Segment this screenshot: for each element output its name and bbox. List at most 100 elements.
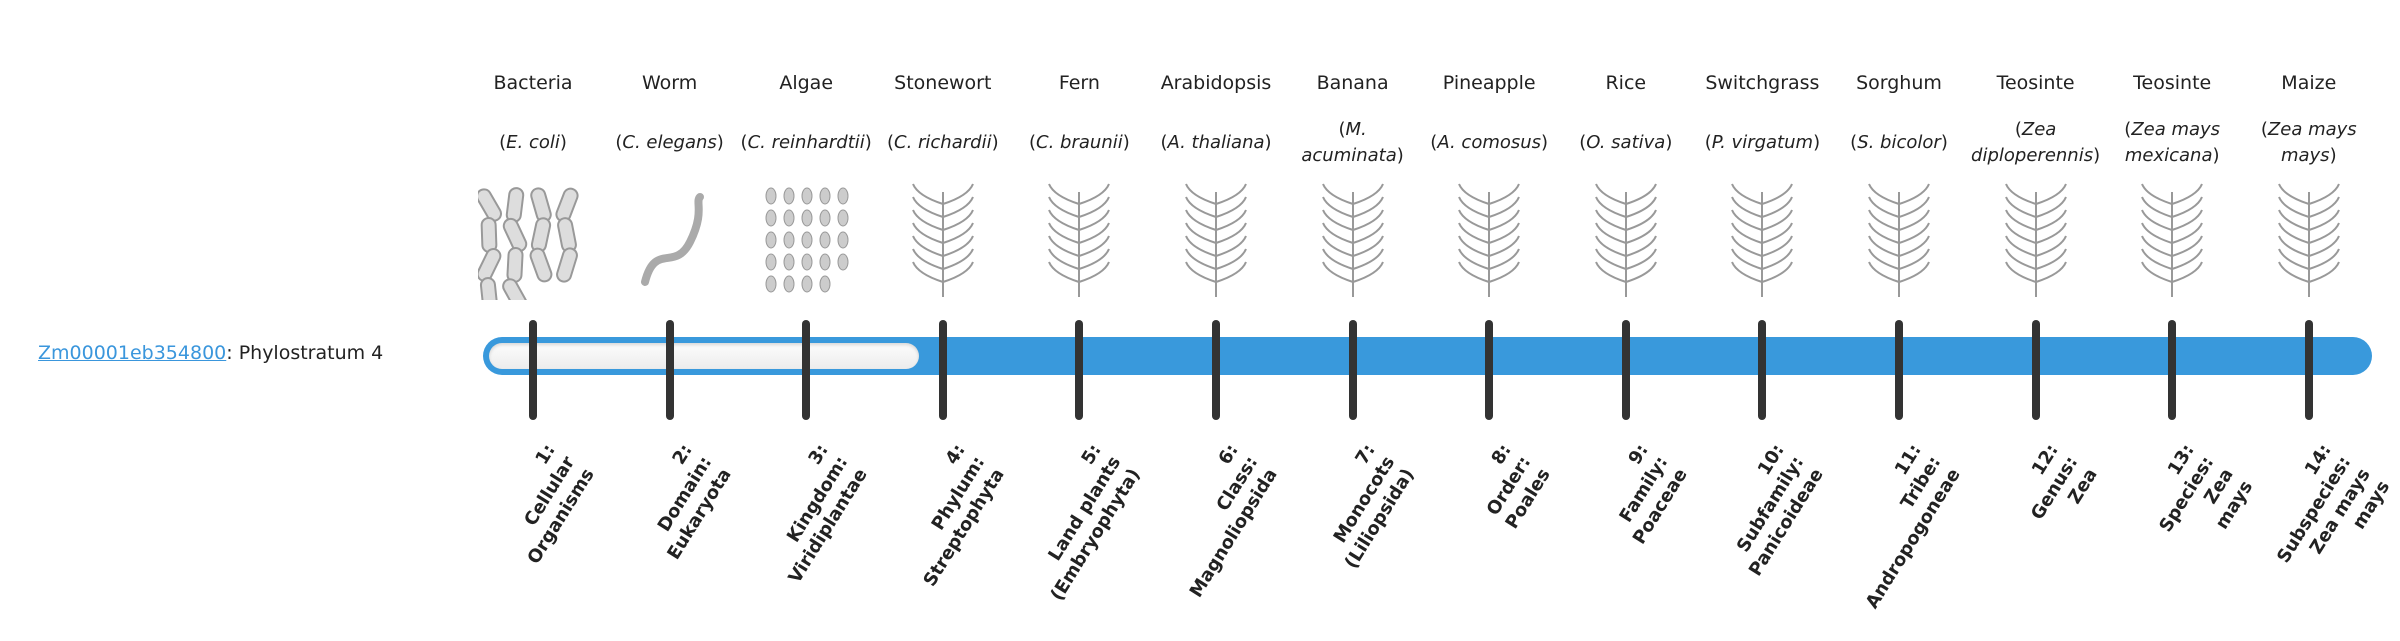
sorghum-icon xyxy=(1868,183,1930,297)
teosinte-icon xyxy=(2141,183,2204,297)
organism-scientific-name: Zea mays mexicana xyxy=(2104,104,2240,182)
stratum-rank-label: 11: Tribe: Andropogoneae xyxy=(1812,440,1966,629)
pineapple-icon xyxy=(1458,183,1521,297)
phylostratum-bar-empty xyxy=(489,343,919,369)
gene-label: Zm00001eb354800: Phylostratum 4 xyxy=(38,342,383,364)
switchgrass-icon xyxy=(1731,183,1794,297)
stratum-tick xyxy=(1075,320,1084,420)
stratum-tick xyxy=(1348,320,1357,420)
organism-scientific-name: Zea mays mays xyxy=(2241,104,2377,182)
worm-icon xyxy=(640,193,704,286)
stratum-rank-label: 7: Monocots (Liliopsida) xyxy=(1265,440,1419,629)
gene-id-link[interactable]: Zm00001eb354800 xyxy=(38,342,227,364)
organism-scientific-name: S. bicolor xyxy=(1831,104,1967,182)
scientific-name-text: Zea mays mexicana xyxy=(2104,117,2240,169)
organism-scientific-name: O. sativa xyxy=(1558,104,1694,182)
stratum-rank-label: 1: Cellular Organisms xyxy=(446,440,600,629)
organism-column: Bacteria E. coli xyxy=(465,62,601,313)
stratum-rank-label: 13: Species: Zea mays xyxy=(2085,440,2258,641)
organism-scientific-name: C. reinhardtii xyxy=(738,104,874,182)
stratum-rank-label: 12: Genus: Zea xyxy=(1948,440,2102,629)
organism-common-name: Stonewort xyxy=(894,72,992,94)
organism-column: Fern C. braunii xyxy=(1011,62,1147,304)
scientific-name-text: C. richardii xyxy=(887,130,999,156)
stratum-tick xyxy=(938,320,947,420)
stratum-tick xyxy=(665,320,674,420)
organism-common-name: Algae xyxy=(779,72,834,94)
organism-common-name: Switchgrass xyxy=(1705,72,1820,94)
organism-column: Maize Zea mays mays xyxy=(2241,62,2377,304)
scientific-name-text: Zea diploperennis xyxy=(1968,117,2104,169)
stratum-tick xyxy=(2304,320,2313,420)
fern-icon xyxy=(1048,183,1111,297)
stratum-tick xyxy=(529,320,537,420)
phylostratum-bar xyxy=(483,337,2372,375)
organism-column: Teosinte Zea diploperennis xyxy=(1968,62,2104,304)
organism-column: Pineapple A. comosus xyxy=(1421,62,1557,304)
stratum-rank-label: 9: Family: Poaceae xyxy=(1538,440,1692,629)
stratum-rank-label: 14: Subspecies: Zea mays mays xyxy=(2221,440,2394,641)
organism-column: Banana M. acuminata xyxy=(1285,62,1421,304)
scientific-name-text: A. comosus xyxy=(1430,130,1548,156)
organism-common-name: Teosinte xyxy=(2133,72,2212,94)
organism-scientific-name: C. richardii xyxy=(875,104,1011,182)
organism-column: Worm C. elegans xyxy=(602,62,738,304)
organism-scientific-name: C. braunii xyxy=(1011,104,1147,182)
stratum-tick xyxy=(1895,320,1903,420)
organism-common-name: Arabidopsis xyxy=(1160,72,1272,94)
organism-common-name: Teosinte xyxy=(1996,72,2075,94)
organism-common-name: Banana xyxy=(1316,72,1389,94)
scientific-name-text: C. reinhardtii xyxy=(741,130,872,156)
organism-common-name: Worm xyxy=(641,72,698,94)
organism-column: Rice O. sativa xyxy=(1558,62,1694,304)
organism-column: Sorghum S. bicolor xyxy=(1831,62,1967,304)
stratum-tick xyxy=(1621,320,1630,420)
organism-common-name: Bacteria xyxy=(493,72,573,94)
organism-column: Arabidopsis A. thaliana xyxy=(1148,62,1284,304)
stratum-tick xyxy=(1212,320,1220,420)
arabidopsis-icon xyxy=(1185,183,1247,297)
banana-icon xyxy=(1321,183,1384,297)
organism-scientific-name: P. virgatum xyxy=(1694,104,1830,182)
organism-common-name: Maize xyxy=(2281,72,2337,94)
scientific-name-text: M. acuminata xyxy=(1285,117,1421,169)
stratum-rank-label: 6: Class: Magnoliopsida xyxy=(1129,440,1283,629)
organism-scientific-name: C. elegans xyxy=(602,104,738,182)
organism-scientific-name: E. coli xyxy=(465,104,601,182)
bacteria-icon xyxy=(476,187,579,313)
scientific-name-text: O. sativa xyxy=(1579,130,1672,156)
stratum-rank-label: 10: Subfamily: Panicoideae xyxy=(1675,440,1829,629)
scientific-name-text: E. coli xyxy=(499,130,567,156)
scientific-name-text: Zea mays mays xyxy=(2241,117,2377,169)
stratum-tick xyxy=(1485,320,1494,420)
stratum-tick xyxy=(802,320,811,420)
phylostratum-text: : Phylostratum 4 xyxy=(226,342,384,364)
stratum-rank-label: 4: Phylum: Streptophyta xyxy=(855,440,1009,629)
organism-scientific-name: Zea diploperennis xyxy=(1968,104,2104,182)
stratum-tick xyxy=(2168,320,2177,420)
organism-common-name: Rice xyxy=(1605,72,1647,94)
scientific-name-text: C. elegans xyxy=(615,130,723,156)
stratum-tick xyxy=(2031,320,2040,420)
rice-icon xyxy=(1594,183,1657,297)
scientific-name-text: P. virgatum xyxy=(1705,130,1820,156)
stratum-tick xyxy=(1758,320,1767,420)
organism-column: Teosinte Zea mays mexicana xyxy=(2104,62,2240,304)
scientific-name-text: A. thaliana xyxy=(1160,130,1271,156)
organism-scientific-name: M. acuminata xyxy=(1285,104,1421,182)
scientific-name-text: S. bicolor xyxy=(1850,130,1948,156)
algae-icon xyxy=(765,187,849,293)
organism-column: Stonewort C. richardii xyxy=(875,62,1011,304)
organism-column: Switchgrass P. virgatum xyxy=(1694,62,1830,304)
stratum-rank-label: 2: Domain: Eukaryota xyxy=(582,440,736,629)
organism-common-name: Pineapple xyxy=(1442,72,1536,94)
stratum-rank-label: 5: Land plants (Embryophyta) xyxy=(992,440,1146,629)
teosinte-icon xyxy=(2004,183,2067,297)
scientific-name-text: C. braunii xyxy=(1029,130,1130,156)
stratum-rank-label: 3: Kingdom: Viridiplantae xyxy=(719,440,873,629)
organism-scientific-name: A. thaliana xyxy=(1148,104,1284,182)
stratum-rank-label: 8: Order: Poales xyxy=(1402,440,1556,629)
stonewort-icon xyxy=(911,183,974,297)
maize-icon xyxy=(2277,183,2340,297)
organism-scientific-name: A. comosus xyxy=(1421,104,1557,182)
